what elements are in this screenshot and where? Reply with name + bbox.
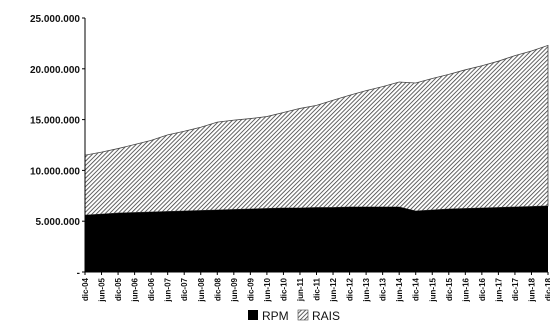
x-tick-label: jun-06 — [131, 277, 140, 302]
x-tick-label: jun-13 — [362, 277, 371, 302]
x-tick-label: jun-09 — [230, 277, 239, 302]
y-tick-label: - — [77, 268, 80, 279]
plot-area — [84, 44, 549, 272]
legend-swatch-rpm — [248, 310, 258, 320]
x-tick-label: dic-11 — [313, 277, 322, 300]
x-tick-label: jun-16 — [461, 277, 470, 302]
x-tick-label: dic-12 — [346, 277, 355, 301]
x-tick-label: dic-07 — [180, 277, 189, 301]
x-tick-label: dic-17 — [511, 277, 520, 301]
x-tick-label: jun-08 — [197, 277, 206, 302]
series-area-rais — [84, 44, 549, 216]
legend: RPM RAIS — [248, 309, 340, 323]
y-tick-label: 5.000.000 — [36, 217, 81, 228]
legend-label-rais: RAIS — [312, 309, 340, 323]
legend-swatch-rais — [297, 309, 309, 321]
y-tick-label: 10.000.000 — [30, 166, 80, 177]
x-tick-label: jun-17 — [494, 277, 503, 302]
series-area-rpm — [85, 205, 548, 272]
x-tick-label: jun-12 — [329, 277, 338, 302]
y-axis-ticks: - 5.000.000 10.000.000 15.000.000 20.000.000… — [30, 14, 85, 279]
x-tick-label: dic-15 — [445, 277, 454, 301]
x-tick-label: dic-18 — [544, 277, 550, 301]
x-tick-label: jun-07 — [164, 277, 173, 302]
y-tick-label: 20.000.000 — [30, 65, 80, 76]
x-axis-ticks: dic-04 jun-05 dic-05 jun-06 dic-06 jun-07 dic-… — [81, 272, 550, 303]
x-tick-label: dic-16 — [478, 277, 487, 301]
x-tick-label: jun-18 — [527, 277, 536, 302]
x-tick-label: dic-13 — [379, 277, 388, 301]
x-tick-label: dic-04 — [81, 277, 90, 301]
x-tick-label: jun-10 — [263, 277, 272, 302]
y-tick-label: 15.000.000 — [30, 116, 80, 127]
y-tick-label: 25.000.000 — [30, 14, 80, 25]
x-tick-label: dic-06 — [147, 277, 156, 301]
x-tick-label: dic-05 — [114, 277, 123, 301]
x-tick-label: dic-09 — [246, 277, 255, 301]
x-tick-label: jun-14 — [395, 277, 404, 302]
legend-label-rpm: RPM — [262, 309, 289, 323]
x-tick-label: jun-15 — [428, 277, 437, 302]
x-tick-label: dic-08 — [213, 277, 222, 301]
x-tick-label: jun-05 — [98, 277, 107, 302]
x-tick-label: dic-10 — [279, 277, 288, 301]
x-tick-label: dic-14 — [412, 277, 421, 301]
x-tick-label: jun-11 — [296, 277, 305, 302]
